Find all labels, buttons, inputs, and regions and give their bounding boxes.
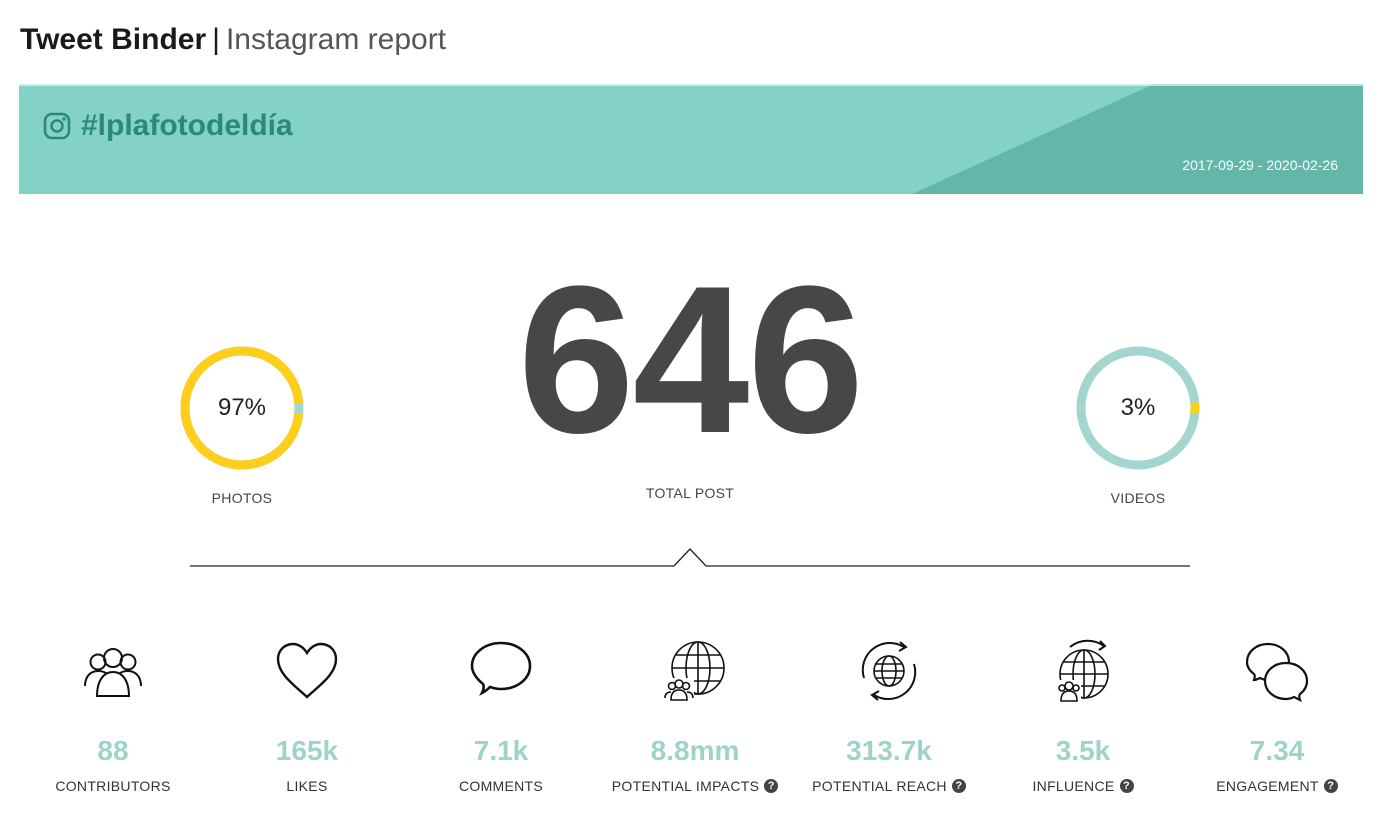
banner-background	[19, 84, 1363, 194]
stat-contributors: 88 CONTRIBUTORS	[16, 638, 210, 794]
stat-potential-impacts-label-text: POTENTIAL IMPACTS	[611, 778, 760, 794]
stat-comments: 7.1k COMMENTS	[404, 638, 598, 794]
hashtag-title: #lplafotodeldía	[43, 106, 293, 146]
photos-ring: 97%	[178, 344, 306, 472]
potential-impacts-help-icon[interactable]: ?	[764, 779, 779, 793]
title-separator: |	[212, 23, 220, 56]
instagram-icon	[43, 112, 71, 140]
stat-engagement: 7.34 ENGAGEMENT?	[1180, 638, 1374, 794]
stat-influence-value: 3.5k	[1055, 735, 1111, 766]
stat-contributors-label-text: CONTRIBUTORS	[55, 778, 171, 794]
stat-contributors-value: 88	[97, 735, 129, 766]
section-divider	[190, 548, 1190, 567]
stat-potential-reach-label: POTENTIAL REACH?	[792, 778, 986, 794]
globe-arrows-icon	[861, 641, 917, 701]
videos-ring: 3%	[1074, 344, 1202, 472]
videos-label: VIDEOS	[1110, 490, 1166, 506]
stat-comments-label: COMMENTS	[404, 778, 598, 794]
photos-stat: 97% PHOTOS	[142, 344, 342, 506]
total-post-stat: 646 TOTAL POST	[440, 242, 940, 502]
speech-bubble-icon	[470, 641, 532, 696]
engagement-help-icon[interactable]: ?	[1323, 779, 1338, 793]
brand-name: Tweet Binder	[20, 23, 207, 56]
total-post-label: TOTAL POST	[645, 485, 735, 501]
report-type: Instagram report	[225, 23, 447, 56]
stat-potential-impacts-value: 8.8mm	[650, 735, 740, 766]
stat-potential-reach: 313.7k POTENTIAL REACH?	[792, 638, 986, 794]
globe-people-icon	[664, 641, 725, 702]
stat-potential-reach-label-text: POTENTIAL REACH	[812, 778, 947, 794]
hashtag-banner: #lplafotodeldía 2017-09-29 - 2020-02-26	[19, 84, 1363, 194]
stat-potential-reach-value: 313.7k	[846, 735, 932, 766]
stat-contributors-label: CONTRIBUTORS	[16, 778, 210, 794]
stats-row: 88 CONTRIBUTORS 165k LIKES 7.1k COMMENTS	[16, 638, 1374, 818]
total-post-value: 646	[517, 242, 864, 477]
chat-bubbles-icon	[1245, 642, 1309, 703]
stat-influence-label: INFLUENCE?	[986, 778, 1180, 794]
videos-stat: 3% VIDEOS	[1038, 344, 1238, 506]
globe-influence-icon	[1057, 639, 1109, 702]
videos-ring-arc	[1076, 346, 1200, 470]
heart-icon	[276, 642, 338, 699]
stat-potential-impacts-label: POTENTIAL IMPACTS?	[598, 778, 792, 794]
photos-label: PHOTOS	[211, 490, 273, 506]
influence-help-icon[interactable]: ?	[1119, 779, 1134, 793]
date-range: 2017-09-29 - 2020-02-26	[1182, 157, 1338, 173]
stat-likes-label: LIKES	[210, 778, 404, 794]
hashtag-text: #lplafotodeldía	[81, 109, 293, 142]
stat-comments-label-text: COMMENTS	[458, 778, 544, 794]
stat-comments-value: 7.1k	[473, 735, 529, 766]
stat-likes-value: 165k	[275, 735, 339, 766]
stat-potential-impacts: 8.8mm POTENTIAL IMPACTS?	[598, 638, 792, 794]
stat-influence-label-text: INFLUENCE	[1032, 778, 1115, 794]
videos-percent: 3%	[1120, 394, 1156, 421]
stat-engagement-label: ENGAGEMENT?	[1180, 778, 1374, 794]
potential-reach-help-icon[interactable]: ?	[951, 779, 966, 793]
photos-percent: 97%	[217, 394, 267, 421]
stat-engagement-value: 7.34	[1249, 735, 1305, 766]
stat-likes-label-text: LIKES	[286, 778, 328, 794]
stat-engagement-label-text: ENGAGEMENT	[1216, 778, 1319, 794]
stat-influence: 3.5k INFLUENCE?	[986, 638, 1180, 794]
page-title: Tweet Binder | Instagram report	[20, 20, 446, 60]
contributors-icon	[84, 648, 142, 697]
stat-likes: 165k LIKES	[210, 638, 404, 794]
